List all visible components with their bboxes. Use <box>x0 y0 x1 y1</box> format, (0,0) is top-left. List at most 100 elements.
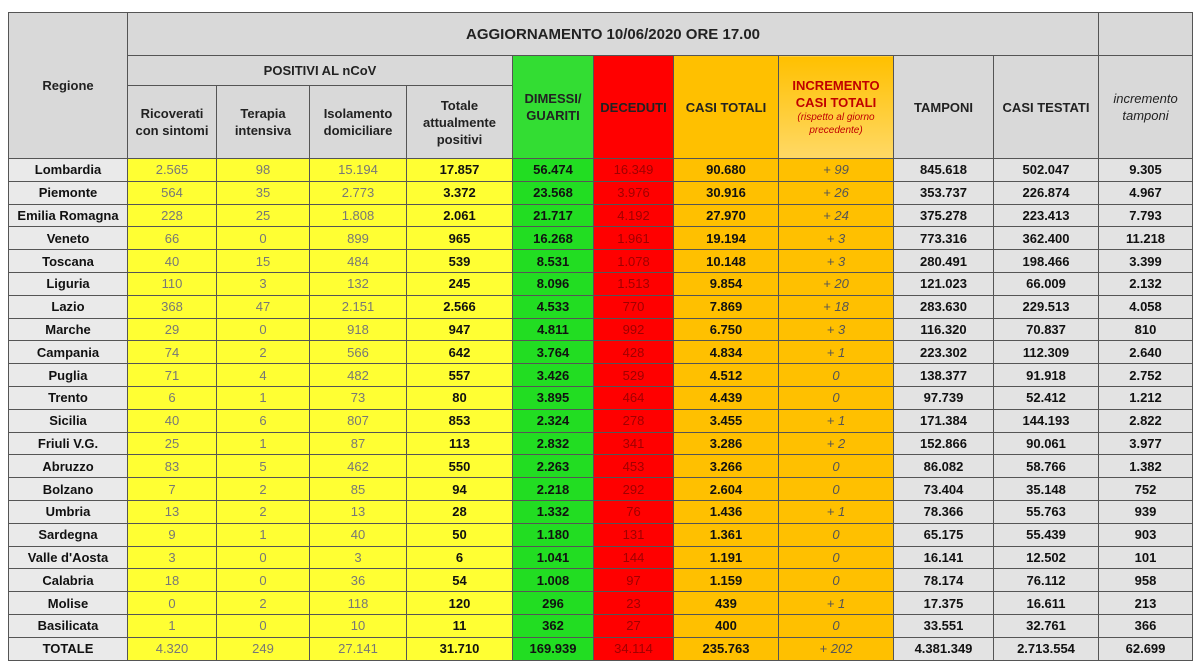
value-cell: 502.047 <box>992 158 1100 182</box>
value-cell: 87 <box>309 431 407 456</box>
header-cell: INCREMENTO CASI TOTALI (rispetto al giorn… <box>778 55 894 159</box>
value-cell: 3.895 <box>512 385 594 410</box>
table-row: Piemonte 564 35 2.773 3.372 23.568 3.976 30.916… <box>8 180 1194 205</box>
value-cell: 171.384 <box>893 408 994 433</box>
value-cell: 198.466 <box>992 249 1100 273</box>
value-cell: 15.194 <box>309 158 407 182</box>
value-cell: 1 <box>216 431 310 456</box>
value-cell: 9.305 <box>1098 158 1194 182</box>
value-cell: 35 <box>216 180 310 205</box>
value-cell: 10.148 <box>673 249 779 273</box>
value-cell: 283.630 <box>893 294 994 319</box>
value-cell: 78.174 <box>893 568 994 593</box>
value-cell: 8.096 <box>512 271 594 296</box>
region-cell: Trento <box>8 385 128 410</box>
value-cell: + 99 <box>778 158 894 182</box>
value-cell: 90.061 <box>992 431 1100 456</box>
value-cell: 229.513 <box>992 294 1100 319</box>
value-cell: 0 <box>778 568 894 593</box>
value-cell: 74 <box>127 340 217 365</box>
value-cell: 939 <box>1098 499 1194 524</box>
value-cell: + 1 <box>778 340 894 365</box>
value-cell: + 18 <box>778 294 894 319</box>
value-cell: 16.141 <box>893 545 994 570</box>
header-cell: DECEDUTI <box>593 55 674 159</box>
value-cell: 845.618 <box>893 158 994 182</box>
value-cell: 226.874 <box>992 180 1100 205</box>
value-cell: 3.764 <box>512 340 594 365</box>
value-cell: 97.739 <box>893 385 994 410</box>
value-cell: 564 <box>127 180 217 205</box>
value-cell: 2.061 <box>406 203 513 228</box>
table-body: Lombardia 2.565 98 15.194 17.857 56.474 16.349… <box>8 158 1194 661</box>
value-cell: 0 <box>216 613 310 638</box>
value-cell: 4.320 <box>127 636 217 661</box>
value-cell: 296 <box>512 591 594 615</box>
region-cell: Toscana <box>8 249 128 273</box>
value-cell: 120 <box>406 591 513 615</box>
value-cell: 0 <box>216 317 310 342</box>
region-cell: Friuli V.G. <box>8 431 128 456</box>
header-cell: TAMPONI <box>893 55 994 159</box>
value-cell: 101 <box>1098 545 1194 570</box>
value-cell: 453 <box>593 454 674 479</box>
value-cell: 1.212 <box>1098 385 1194 410</box>
value-cell: 4.192 <box>593 203 674 228</box>
value-cell: 25 <box>216 203 310 228</box>
value-cell: 2.832 <box>512 431 594 456</box>
value-cell: 2.713.554 <box>992 636 1100 661</box>
value-cell: 40 <box>309 522 407 547</box>
value-cell: 36 <box>309 568 407 593</box>
header-cell: Isolamento domiciliare <box>309 85 407 159</box>
value-cell: 0 <box>127 591 217 615</box>
value-cell: 341 <box>593 431 674 456</box>
region-cell: Bolzano <box>8 477 128 501</box>
table-row: Calabria 18 0 36 54 1.008 97 1.159 0 78.174 76.112… <box>8 568 1194 593</box>
region-cell: Campania <box>8 340 128 365</box>
value-cell: 169.939 <box>512 636 594 661</box>
value-cell: 947 <box>406 317 513 342</box>
header-cell: Ricoverati con sintomi <box>127 85 217 159</box>
value-cell: + 26 <box>778 180 894 205</box>
value-cell: 529 <box>593 363 674 387</box>
value-cell: 70.837 <box>992 317 1100 342</box>
value-cell: 0 <box>216 226 310 251</box>
value-cell: 1.808 <box>309 203 407 228</box>
value-cell: 3.426 <box>512 363 594 387</box>
header-cell: Totale attualmente positivi <box>406 85 513 159</box>
table-row: Basilicata 1 0 10 11 362 27 400 0 33.551 32.761 366 <box>8 613 1194 638</box>
value-cell: 3.399 <box>1098 249 1194 273</box>
value-cell: 9 <box>127 522 217 547</box>
value-cell: 76 <box>593 499 674 524</box>
value-cell: 4.811 <box>512 317 594 342</box>
value-cell: 770 <box>593 294 674 319</box>
value-cell: 807 <box>309 408 407 433</box>
value-cell: 4 <box>216 363 310 387</box>
value-cell: 566 <box>309 340 407 365</box>
value-cell: 1.191 <box>673 545 779 570</box>
value-cell: 965 <box>406 226 513 251</box>
value-cell: 110 <box>127 271 217 296</box>
value-cell: 6 <box>127 385 217 410</box>
header-cell <box>1098 12 1194 56</box>
value-cell: 3.286 <box>673 431 779 456</box>
value-cell: 50 <box>406 522 513 547</box>
value-cell: 2 <box>216 477 310 501</box>
value-cell: 4.512 <box>673 363 779 387</box>
value-cell: 58.766 <box>992 454 1100 479</box>
table-row: Toscana 40 15 484 539 8.531 1.078 10.148 + 3 280.… <box>8 249 1194 273</box>
value-cell: 2.604 <box>673 477 779 501</box>
value-cell: 2.773 <box>309 180 407 205</box>
value-cell: 13 <box>309 499 407 524</box>
value-cell: 992 <box>593 317 674 342</box>
value-cell: 91.918 <box>992 363 1100 387</box>
value-cell: 131 <box>593 522 674 547</box>
region-cell: Sardegna <box>8 522 128 547</box>
value-cell: 245 <box>406 271 513 296</box>
value-cell: 918 <box>309 317 407 342</box>
value-cell: 17.375 <box>893 591 994 615</box>
value-cell: 6 <box>216 408 310 433</box>
header-group: POSITIVI AL nCoV <box>127 55 513 86</box>
value-cell: 30.916 <box>673 180 779 205</box>
